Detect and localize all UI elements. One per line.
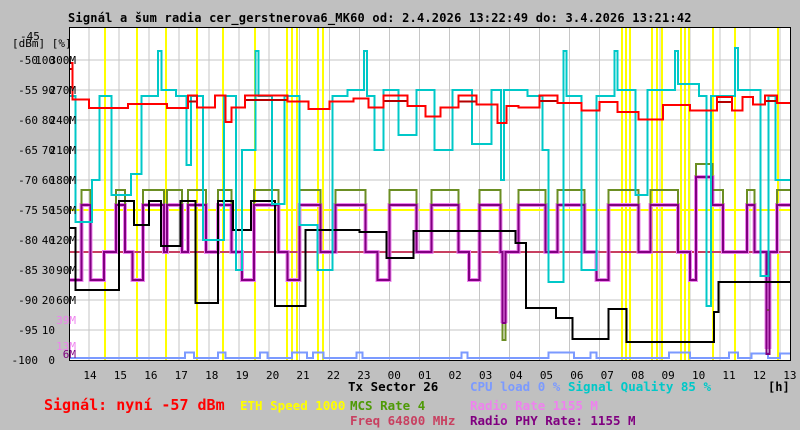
legend-signal-now: Signál: nyní -57 dBm — [44, 396, 225, 414]
rate-marker-13M: 13M — [56, 340, 76, 353]
legend-cpu-load: CPU load 0 % — [470, 379, 561, 394]
x-tick-22: 22 — [326, 369, 341, 382]
x-tick-01: 01 — [418, 369, 432, 382]
series-cpu-load — [70, 351, 790, 359]
x-tick-11: 11 — [722, 369, 736, 382]
legend-mcs-rate: MCS Rate 4 — [350, 398, 426, 413]
x-tick-09: 09 — [661, 369, 675, 382]
legend-radio-phy-rate: Radio PHY Rate: 1155 M — [470, 413, 636, 428]
x-tick-18: 18 — [205, 369, 219, 382]
legend-signal-quality: Signal Quality 85 % — [568, 379, 711, 394]
x-tick-02: 02 — [448, 369, 462, 382]
plot-area — [69, 27, 791, 361]
series-radio-phy-rate — [70, 176, 790, 355]
x-tick-10: 10 — [691, 369, 706, 382]
y-axis-top-label: -45 — [20, 30, 40, 43]
x-tick-08: 08 — [631, 369, 645, 382]
legend-tx-sector: Tx Sector 26 — [348, 379, 439, 394]
series-noise — [70, 200, 790, 343]
x-tick-04: 04 — [509, 369, 523, 382]
series-radio-rate — [70, 175, 790, 349]
legend-radio-rate: Radio Rate 1155 M — [470, 398, 598, 413]
x-tick-16: 16 — [144, 369, 158, 382]
x-tick-07: 07 — [600, 369, 614, 382]
x-tick-23: 23 — [357, 369, 371, 382]
series-signal — [70, 62, 790, 124]
x-tick-20: 20 — [265, 369, 280, 382]
x-tick-06: 06 — [570, 369, 584, 382]
x-tick-15: 15 — [113, 369, 128, 382]
legend-freq: Freq 64800 MHz — [350, 413, 456, 428]
x-tick-17: 17 — [174, 369, 188, 382]
rate-marker-6M: 6M — [62, 348, 76, 361]
x-tick-19: 19 — [235, 369, 249, 382]
legend-eth-speed: ETH Speed 1000 — [240, 398, 346, 413]
x-tick-12: 12 — [752, 369, 767, 382]
x-tick-14: 14 — [83, 369, 97, 382]
chart-title: Signál a šum radia cer_gerstnerova6_MK60… — [68, 11, 692, 25]
x-tick-03: 03 — [478, 369, 493, 382]
rate-marker-39M: 39M — [56, 314, 76, 327]
series-signal-quality — [70, 47, 790, 307]
plot-svg — [70, 28, 790, 360]
x-tick-00: 00 — [387, 369, 401, 382]
y-axis-unit-label: [dBm] [%] — [12, 37, 72, 50]
x-axis-unit-label: [h] — [768, 380, 790, 394]
x-tick-05: 05 — [539, 369, 554, 382]
x-tick-21: 21 — [296, 369, 310, 382]
x-tick-13: 13 — [783, 369, 797, 382]
